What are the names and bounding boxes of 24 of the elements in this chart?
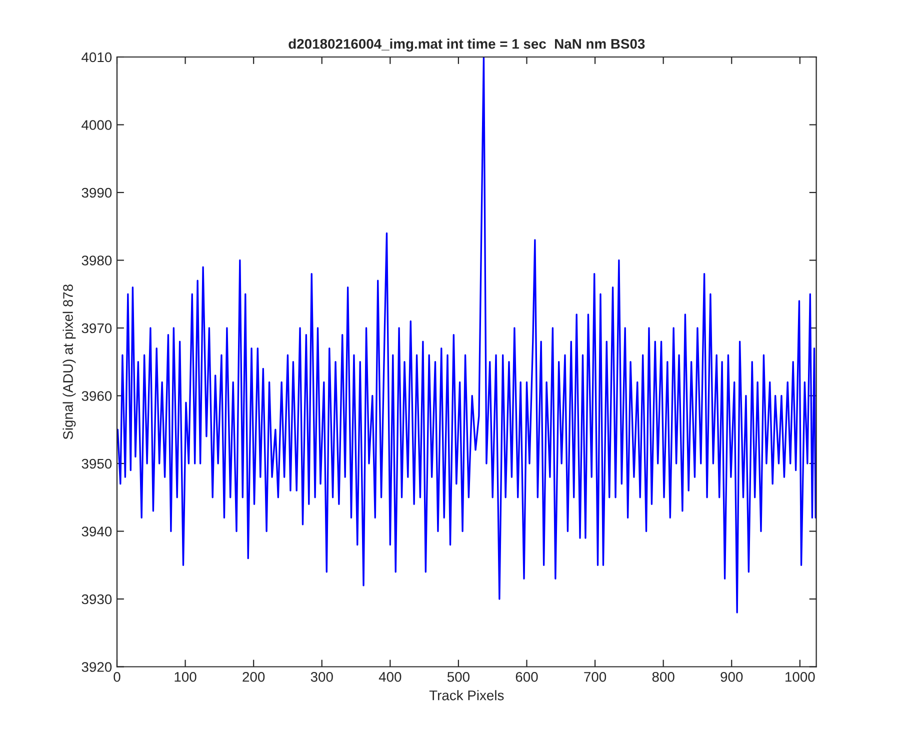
x-tick-label: 400	[378, 672, 402, 682]
x-tick-label: 500	[447, 672, 470, 682]
y-tick-label: 3990	[82, 188, 112, 198]
y-tick-label: 4010	[82, 52, 112, 62]
y-tick-label: 3980	[82, 256, 112, 266]
x-tick-label: 700	[584, 672, 606, 682]
x-tick-label: 0	[114, 672, 120, 682]
x-tick-label: 800	[652, 672, 674, 682]
x-tick-label: 100	[174, 672, 196, 682]
x-tick-label: 900	[720, 672, 743, 682]
x-tick-label: 200	[242, 672, 265, 682]
x-tick-label: 600	[516, 672, 538, 682]
y-axis-title: Signal (ADU) at pixel 878	[62, 284, 76, 440]
x-tick-label: 1000	[786, 672, 815, 682]
y-tick-label: 4000	[82, 120, 112, 130]
x-axis-title: Track Pixels	[429, 690, 504, 700]
y-tick-label: 3970	[82, 323, 112, 334]
chart-title: d20180216004_img.mat int time = 1 sec NaN nm BS03	[288, 38, 645, 52]
x-tick-label: 300	[310, 672, 333, 682]
y-tick-label: 3960	[82, 391, 112, 401]
y-tick-label: 3950	[82, 458, 112, 469]
y-tick-label: 3920	[82, 662, 112, 672]
y-tick-label: 3930	[82, 594, 112, 604]
y-tick-label: 3940	[82, 526, 112, 536]
